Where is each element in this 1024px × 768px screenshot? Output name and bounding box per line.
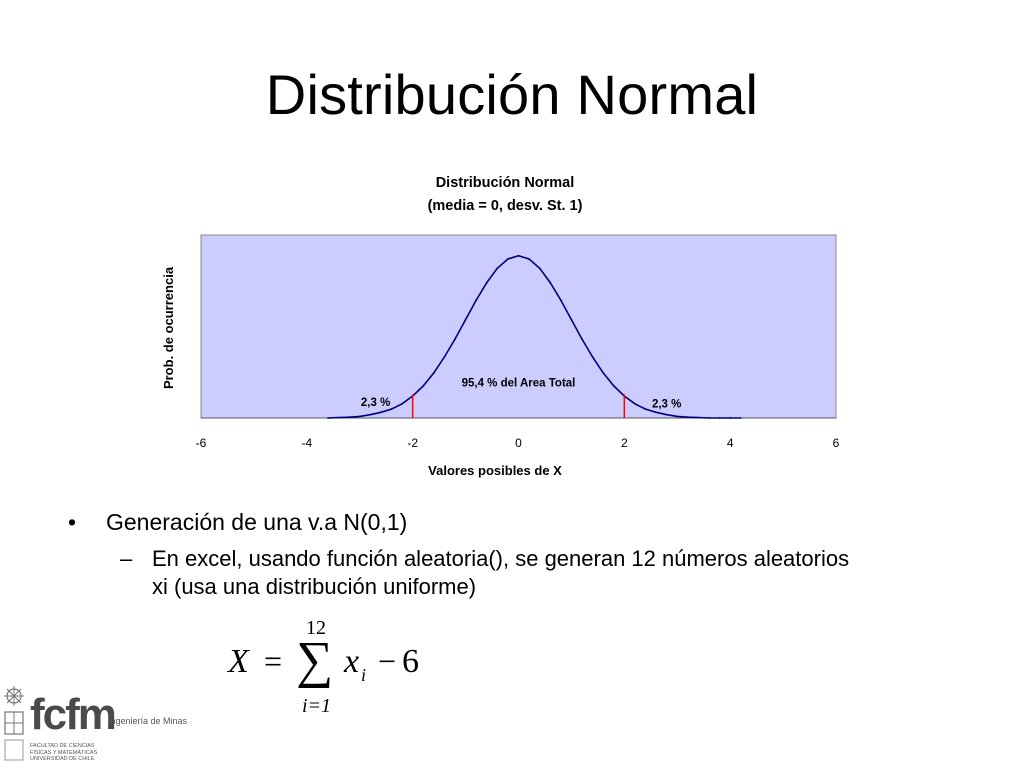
sub-bullet-line-2: xi (usa una distribución uniforme)	[152, 574, 477, 599]
data-point	[337, 416, 340, 419]
data-point	[581, 338, 583, 341]
bullet-item: • Generación de una v.a N(0,1)	[68, 507, 988, 537]
data-point	[454, 338, 456, 341]
x-tick-label: -6	[196, 436, 207, 450]
plot-area	[200, 234, 837, 419]
data-point	[739, 417, 742, 419]
data-point	[327, 417, 329, 419]
formula-constant: 6	[402, 643, 419, 680]
formula-lhs: X	[228, 643, 249, 680]
data-point	[464, 318, 467, 321]
formula-sigma: ∑	[296, 632, 334, 689]
university-seal-icon	[4, 686, 24, 761]
data-point	[644, 408, 647, 410]
chart-subtitle: (media = 0, desv. St. 1)	[428, 198, 583, 214]
data-point	[570, 318, 573, 321]
chart-annotation: 2,3 %	[361, 397, 390, 409]
data-point	[655, 411, 657, 414]
data-point	[485, 281, 488, 284]
bullet-list: • Generación de una v.a N(0,1) – En exce…	[68, 507, 988, 601]
chart-annotation: 95,4 % del Area Total	[462, 377, 576, 389]
formula-upper: 12	[306, 617, 326, 639]
data-point	[348, 416, 351, 419]
data-point	[634, 402, 636, 405]
data-point	[602, 371, 605, 374]
chart-svg: Distribución Normal (media = 0, desv. St…	[161, 175, 840, 478]
data-point	[559, 299, 562, 301]
chart-title: Distribución Normal	[436, 175, 575, 191]
slide-title: Distribución Normal	[265, 63, 759, 126]
x-tick-label: -2	[407, 436, 418, 450]
data-point	[528, 258, 530, 260]
formula-subscript: i	[361, 665, 367, 685]
data-point	[401, 402, 403, 405]
data-point	[729, 417, 732, 419]
logo-mark-text: fcfm	[30, 690, 117, 739]
x-tick-label: 2	[621, 436, 628, 450]
data-point	[507, 258, 509, 260]
data-point	[517, 254, 520, 257]
data-point	[612, 384, 615, 387]
data-point	[380, 411, 382, 414]
data-point	[538, 267, 541, 270]
data-point	[443, 356, 446, 358]
data-point	[665, 413, 668, 416]
x-tick-label: 4	[727, 436, 734, 450]
data-point	[718, 417, 721, 419]
logo-faculty-line-1: FACULTAD DE CIENCIAS	[30, 743, 95, 749]
fcfm-logo	[0, 682, 200, 768]
series-line-0	[327, 254, 741, 419]
data-point	[369, 413, 372, 416]
logo-faculty-line-2: FÍSICAS Y MATEMÁTICAS	[30, 749, 98, 756]
data-point	[496, 267, 499, 270]
x-tick-label: 6	[833, 436, 840, 450]
data-point	[708, 417, 710, 419]
formula-equals: =	[264, 643, 283, 679]
sub-bullet-line-1: En excel, usando función aleatoria(), se…	[152, 546, 850, 571]
data-point	[432, 371, 435, 374]
sub-bullet-item: – En excel, usando función aleatoria(), …	[68, 545, 988, 601]
y-axis-label: Prob. de ocurrencia	[161, 266, 176, 389]
data-point	[390, 408, 393, 410]
data-point	[676, 415, 679, 418]
bullet-dot: •	[68, 509, 77, 535]
sub-bullet-dash: –	[120, 546, 133, 571]
bullet-text: Generación de una v.a N(0,1)	[106, 509, 408, 535]
x-tick-label: -4	[301, 436, 312, 450]
logo-faculty-line-3: UNIVERSIDAD DE CHILE	[30, 756, 95, 762]
formula-minus: −	[378, 643, 397, 679]
formula-lower: i=1	[302, 695, 332, 717]
data-point	[591, 356, 594, 358]
data-point	[475, 299, 478, 301]
chart-annotation: 2,3 %	[652, 398, 681, 410]
formula-term: x	[344, 643, 360, 680]
data-point	[697, 416, 700, 419]
x-axis-label: Valores posibles de X	[428, 463, 562, 478]
data-point	[549, 281, 552, 284]
data-point	[358, 415, 361, 418]
logo-faculty-text: FACULTAD DE CIENCIAS FÍSICAS Y MATEMÁTIC…	[30, 743, 120, 763]
sum-formula: X = ∑ 12 i=1 x i − 6	[228, 615, 448, 725]
normal-distribution-chart: Distribución Normal (media = 0, desv. St…	[150, 168, 860, 488]
x-tick-label: 0	[515, 436, 522, 450]
data-point	[686, 416, 689, 419]
data-point	[422, 384, 425, 387]
logo-department: Ingeniería de Minas	[108, 716, 188, 726]
